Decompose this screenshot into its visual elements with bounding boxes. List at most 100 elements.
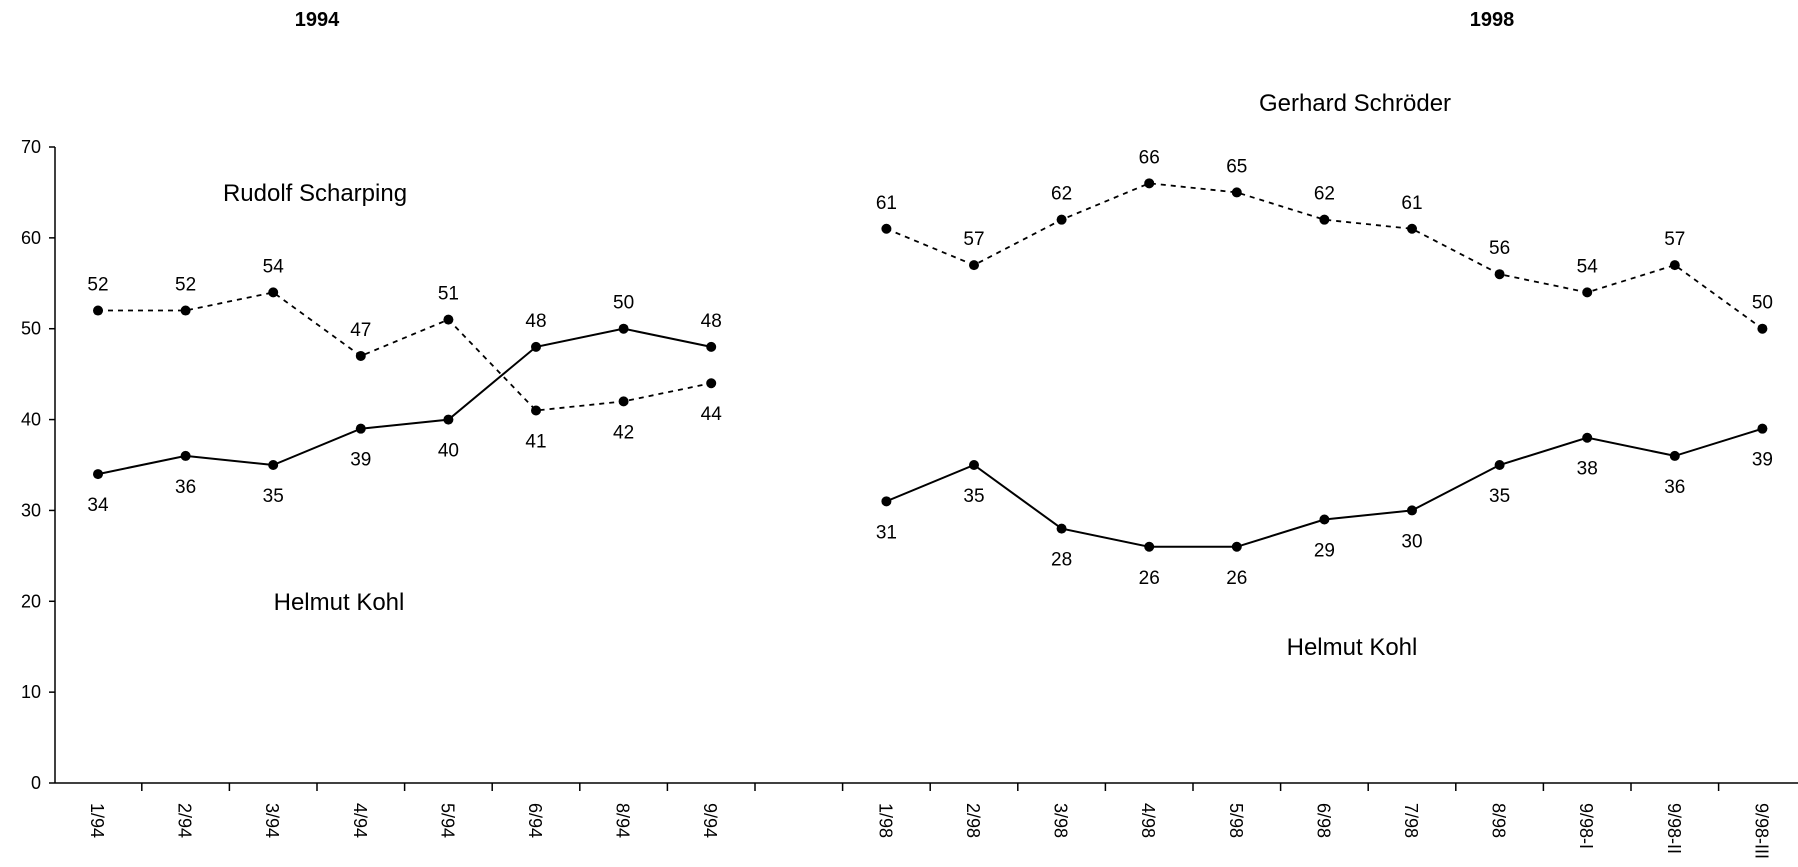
data-label-1998-1-4: 26 xyxy=(1226,568,1247,589)
x-tick-label-9/98-III: 9/98-III xyxy=(1751,803,1771,859)
x-tick-label-7/98: 7/98 xyxy=(1401,803,1421,838)
data-point-1998-0-9 xyxy=(1669,260,1680,271)
data-label-1994-0-7: 44 xyxy=(701,404,723,425)
data-label-1998-1-1: 35 xyxy=(963,486,984,507)
y-tick-label-70: 70 xyxy=(21,137,41,157)
data-label-1994-0-0: 52 xyxy=(87,275,108,296)
x-tick-label-1/98: 1/98 xyxy=(875,803,895,838)
x-tick-label-9/94: 9/94 xyxy=(700,803,720,838)
data-label-1998-1-3: 26 xyxy=(1139,568,1160,589)
panel-title-1994: 1994 xyxy=(295,9,340,31)
data-point-1994-0-0 xyxy=(93,305,103,316)
y-tick-label-20: 20 xyxy=(21,591,41,611)
data-label-1994-1-5: 48 xyxy=(525,311,546,332)
data-point-1998-1-10 xyxy=(1757,423,1768,434)
y-tick-label-60: 60 xyxy=(21,228,41,248)
data-label-1994-0-3: 47 xyxy=(350,320,371,341)
data-label-1994-0-6: 42 xyxy=(613,422,634,443)
y-tick-label-40: 40 xyxy=(21,410,41,430)
x-tick-label-1/94: 1/94 xyxy=(87,803,107,838)
data-point-1994-1-0 xyxy=(93,469,103,480)
data-label-1998-1-2: 28 xyxy=(1051,550,1072,571)
panel-title-1998: 1998 xyxy=(1470,9,1515,31)
x-tick-label-2/94: 2/94 xyxy=(175,803,195,838)
data-label-1994-0-1: 52 xyxy=(175,275,196,296)
x-tick-label-6/98: 6/98 xyxy=(1313,803,1333,838)
data-label-1998-1-0: 31 xyxy=(876,522,897,543)
data-point-1998-1-4 xyxy=(1231,541,1242,552)
data-point-1998-1-8 xyxy=(1582,432,1593,443)
data-label-1994-1-4: 40 xyxy=(438,441,459,462)
x-tick-label-9/98-I: 9/98-I xyxy=(1576,803,1596,849)
x-tick-label-5/94: 5/94 xyxy=(437,803,457,838)
data-label-1998-0-7: 56 xyxy=(1489,238,1510,259)
data-point-1998-1-9 xyxy=(1669,450,1680,461)
data-point-1998-1-7 xyxy=(1494,460,1505,470)
data-point-1994-0-4 xyxy=(443,314,454,325)
y-tick-label-10: 10 xyxy=(21,682,41,702)
data-label-1994-0-2: 54 xyxy=(263,256,285,277)
series-name-1994-0: Rudolf Scharping xyxy=(223,180,407,207)
data-point-1994-1-4 xyxy=(443,414,454,425)
data-point-1994-1-6 xyxy=(618,323,629,334)
x-tick-label-3/94: 3/94 xyxy=(262,803,282,838)
data-label-1998-0-1: 57 xyxy=(963,229,984,250)
data-point-1994-1-1 xyxy=(180,450,191,461)
y-tick-label-0: 0 xyxy=(31,773,41,793)
data-point-1994-1-2 xyxy=(268,460,279,470)
data-label-1998-0-10: 50 xyxy=(1752,293,1773,314)
data-point-1994-0-1 xyxy=(180,305,191,316)
series-name-1998-0: Gerhard Schröder xyxy=(1259,90,1451,117)
data-label-1998-0-8: 54 xyxy=(1577,256,1599,277)
x-tick-label-2/98: 2/98 xyxy=(963,803,983,838)
data-label-1998-0-9: 57 xyxy=(1664,229,1685,250)
data-point-1998-1-5 xyxy=(1319,514,1330,525)
series-line-1994-helmut-kohl xyxy=(97,327,712,476)
data-label-1998-0-6: 61 xyxy=(1401,193,1422,214)
data-label-1998-0-0: 61 xyxy=(876,193,897,214)
data-point-1998-0-3 xyxy=(1144,178,1155,189)
data-label-1998-1-10: 39 xyxy=(1752,450,1773,471)
data-label-1998-1-9: 36 xyxy=(1664,477,1685,498)
data-label-1998-0-3: 66 xyxy=(1139,147,1160,168)
data-label-1994-0-4: 51 xyxy=(438,284,459,305)
data-label-1994-0-5: 41 xyxy=(525,431,546,452)
x-tick-label-8/94: 8/94 xyxy=(613,803,633,838)
x-tick-label-9/98-II: 9/98-II xyxy=(1664,803,1684,854)
data-point-1994-0-5 xyxy=(531,405,541,416)
data-point-1998-0-6 xyxy=(1407,223,1417,234)
data-label-1994-1-2: 35 xyxy=(263,486,284,507)
data-label-1994-1-6: 50 xyxy=(613,293,634,314)
data-label-1998-0-5: 62 xyxy=(1314,184,1335,205)
series-name-1998-1: Helmut Kohl xyxy=(1287,634,1418,661)
series-line-1994-rudolf-scharping xyxy=(98,291,712,412)
data-label-1994-1-1: 36 xyxy=(175,477,196,498)
x-tick-label-4/98: 4/98 xyxy=(1138,803,1158,838)
data-label-1998-1-6: 30 xyxy=(1401,531,1422,552)
x-tick-label-3/98: 3/98 xyxy=(1051,803,1071,838)
data-point-1994-1-7 xyxy=(706,341,717,352)
series-line-1998-helmut-kohl xyxy=(886,427,1763,548)
data-point-1994-1-5 xyxy=(531,341,541,352)
data-point-1998-1-6 xyxy=(1407,505,1417,516)
data-point-1998-1-0 xyxy=(881,496,892,507)
data-label-1998-0-4: 65 xyxy=(1226,156,1247,177)
data-label-1998-1-8: 38 xyxy=(1577,459,1598,480)
data-point-1998-0-5 xyxy=(1319,214,1330,225)
series-name-1994-1: Helmut Kohl xyxy=(274,589,405,616)
data-label-1998-1-7: 35 xyxy=(1489,486,1510,507)
data-label-1994-1-7: 48 xyxy=(701,311,722,332)
y-tick-label-50: 50 xyxy=(21,319,41,339)
data-label-1994-1-0: 34 xyxy=(87,495,109,516)
data-point-1998-0-1 xyxy=(969,260,979,271)
data-point-1998-0-4 xyxy=(1231,187,1242,198)
data-point-1998-0-2 xyxy=(1056,214,1067,225)
x-tick-label-8/98: 8/98 xyxy=(1489,803,1509,838)
data-point-1998-1-2 xyxy=(1056,523,1067,534)
x-tick-label-6/94: 6/94 xyxy=(525,803,545,838)
data-label-1998-1-5: 29 xyxy=(1314,541,1335,562)
data-point-1998-0-10 xyxy=(1757,323,1768,334)
data-point-1998-0-8 xyxy=(1582,287,1593,298)
data-point-1998-1-3 xyxy=(1144,541,1155,552)
